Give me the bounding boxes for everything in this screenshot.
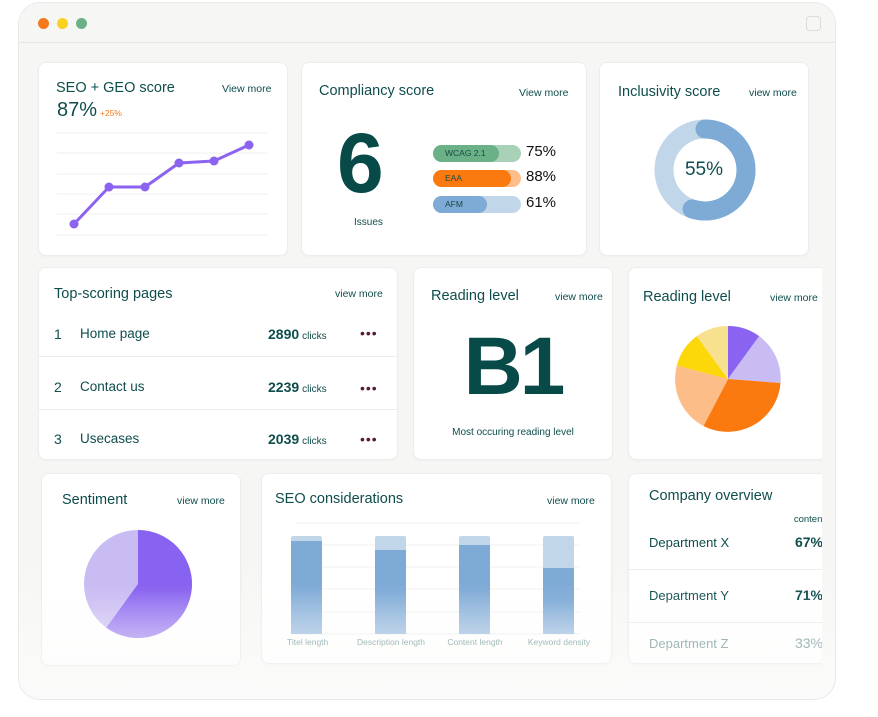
page-name: Home page	[80, 326, 150, 341]
department-value: 67%	[794, 534, 822, 550]
view-more-link[interactable]: View more	[519, 87, 569, 99]
card-title: Compliancy score	[319, 83, 435, 99]
close-window-button[interactable]	[38, 18, 49, 29]
page-rank: 3	[54, 431, 62, 447]
card-title: Inclusivity score	[618, 84, 721, 100]
reading-level-pie-card: Reading level view more	[628, 267, 822, 460]
sentiment-pie-chart	[84, 530, 193, 638]
more-options-icon[interactable]: •••	[360, 325, 378, 341]
card-title: Sentiment	[62, 492, 128, 508]
card-title: SEO + GEO score	[56, 80, 175, 96]
minimize-window-button[interactable]	[57, 18, 68, 29]
compliancy-card: Compliancy score View more 6 Issues WCAG…	[301, 62, 587, 256]
view-more-link[interactable]: view more	[335, 288, 383, 300]
seo-considerations-card: SEO considerations view more	[261, 473, 612, 664]
view-more-link[interactable]: View more	[222, 83, 272, 95]
page-rank: 2	[54, 379, 62, 395]
view-more-link[interactable]: view more	[547, 495, 595, 507]
issues-label: Issues	[354, 217, 383, 228]
page-clicks: 2039 clicks	[268, 431, 327, 447]
company-overview-card: Company overview content Department X 67…	[628, 473, 822, 664]
maximize-window-button[interactable]	[76, 18, 87, 29]
department-row[interactable]: Department X 67%	[629, 518, 822, 570]
card-title: Company overview	[649, 488, 773, 504]
wcag-bar: WCAG 2.1	[433, 145, 521, 162]
reading-level-pie-chart	[675, 325, 781, 432]
seo-score-delta: +25%	[100, 108, 122, 118]
bar-label: AFM	[445, 199, 463, 209]
card-title: Reading level	[431, 288, 519, 304]
inclusivity-card: Inclusivity score view more 55%	[599, 62, 809, 256]
page-clicks: 2890 clicks	[268, 326, 327, 342]
department-row[interactable]: Department Y 71%	[629, 571, 822, 623]
eaa-bar: EAA	[433, 170, 521, 187]
department-value: 71%	[794, 587, 822, 603]
reading-level-caption: Most occuring reading level	[452, 427, 574, 438]
column-header: content	[793, 514, 822, 525]
afm-percent: 61%	[526, 194, 557, 211]
inclusivity-donut-chart	[654, 119, 756, 221]
seo-score-value: 87%	[57, 99, 98, 121]
bar-category-label: Titel length	[287, 637, 329, 647]
department-name: Department Y	[649, 588, 729, 603]
view-more-link[interactable]: view more	[749, 87, 797, 99]
page-name: Contact us	[80, 379, 145, 394]
bar-category-label: Description length	[356, 637, 426, 647]
more-options-icon[interactable]: •••	[360, 431, 378, 447]
page-row[interactable]: 3 Usecases 2039 clicks •••	[39, 410, 397, 463]
department-name: Department Z	[649, 636, 729, 651]
page-clicks: 2239 clicks	[268, 379, 327, 395]
card-title: Reading level	[643, 289, 731, 305]
bar-category-label: Keyword density	[527, 637, 591, 647]
view-more-link[interactable]: view more	[555, 291, 603, 303]
dashboard-content: SEO + GEO score View more 87% +25%	[19, 43, 822, 699]
dashboard-window: SEO + GEO score View more 87% +25%	[18, 2, 836, 700]
card-title: SEO considerations	[275, 491, 404, 507]
card-title: Top-scoring pages	[54, 286, 173, 302]
top-pages-card: Top-scoring pages view more 1 Home page …	[38, 267, 398, 460]
inclusivity-value: 55%	[684, 159, 724, 180]
window-menu-button[interactable]	[806, 16, 821, 31]
bar-label: EAA	[445, 173, 463, 183]
department-row[interactable]: Department Z 33%	[629, 624, 822, 676]
view-more-link[interactable]: view more	[770, 292, 818, 304]
page-row[interactable]: 2 Contact us 2239 clicks •••	[39, 357, 397, 410]
wcag-percent: 75%	[526, 143, 557, 160]
page-rank: 1	[54, 326, 62, 342]
page-name: Usecases	[80, 431, 140, 446]
page-row[interactable]: 1 Home page 2890 clicks •••	[39, 304, 397, 357]
afm-bar: AFM	[433, 196, 521, 213]
sentiment-card: Sentiment view more	[41, 473, 241, 666]
department-name: Department X	[649, 535, 730, 550]
eaa-percent: 88%	[526, 168, 557, 185]
reading-level-card: Reading level view more B1 Most occuring…	[413, 267, 613, 460]
department-value: 33%	[794, 635, 822, 651]
more-options-icon[interactable]: •••	[360, 380, 378, 396]
issues-count: 6	[337, 116, 384, 210]
view-more-link[interactable]: view more	[177, 495, 225, 507]
seo-line-chart	[57, 132, 267, 236]
bar-category-label: Content length	[447, 637, 503, 647]
bar-label: WCAG 2.1	[445, 148, 486, 158]
window-titlebar	[19, 3, 835, 43]
reading-level-value: B1	[463, 321, 566, 412]
seo-geo-card: SEO + GEO score View more 87% +25%	[38, 62, 288, 256]
